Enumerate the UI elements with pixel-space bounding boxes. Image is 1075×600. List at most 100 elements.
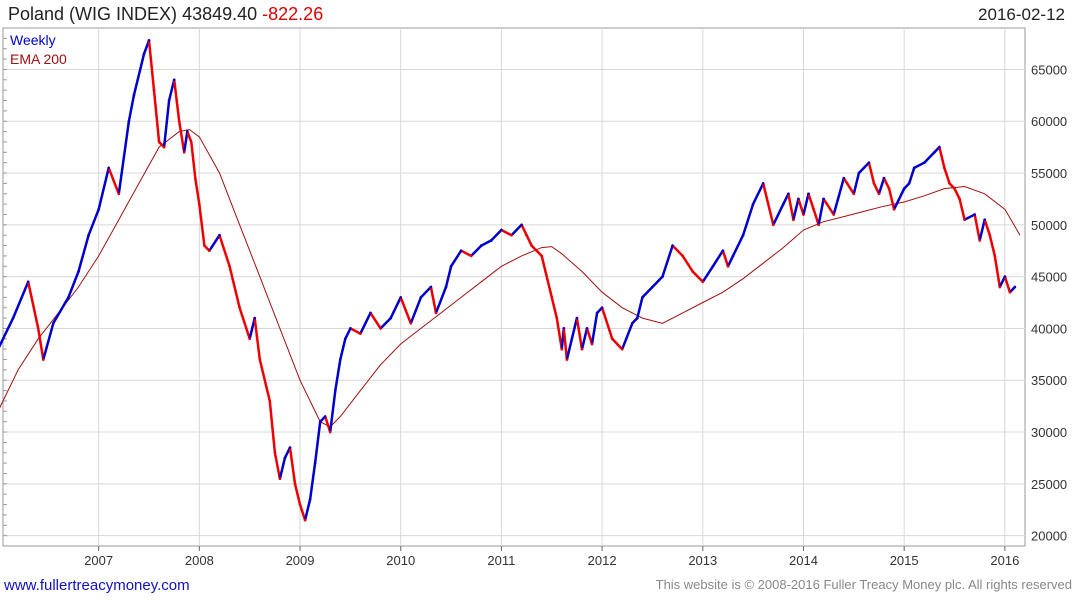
x-tick-label: 2014 bbox=[789, 553, 818, 568]
weekly-segment bbox=[761, 182, 775, 227]
weekly-point bbox=[67, 296, 70, 299]
weekly-segment bbox=[258, 358, 272, 403]
weekly-segment bbox=[228, 265, 241, 309]
weekly-point bbox=[565, 358, 569, 361]
weekly-segment bbox=[36, 327, 45, 361]
weekly-point bbox=[97, 208, 100, 211]
weekly-segment bbox=[177, 119, 186, 154]
weekly-segment bbox=[127, 94, 136, 123]
weekly-point bbox=[208, 249, 211, 252]
weekly-point bbox=[328, 430, 332, 434]
weekly-segment bbox=[857, 161, 871, 175]
weekly-segment bbox=[268, 399, 277, 455]
weekly-point bbox=[419, 296, 423, 299]
weekly-segment bbox=[772, 202, 785, 227]
weekly-segment bbox=[590, 311, 599, 346]
weekly-point bbox=[87, 233, 90, 237]
weekly-point bbox=[268, 399, 272, 403]
weekly-segment bbox=[434, 285, 448, 315]
weekly-segment bbox=[610, 337, 624, 351]
weekly-point bbox=[500, 228, 503, 232]
weekly-point bbox=[555, 316, 559, 320]
weekly-segment bbox=[877, 176, 886, 196]
weekly-segment bbox=[194, 176, 201, 206]
weekly-segment bbox=[293, 482, 302, 506]
weekly-segment bbox=[701, 265, 715, 284]
weekly-point bbox=[344, 337, 347, 341]
chart-title: Poland (WIG INDEX) 43849.40 -822.26 bbox=[8, 4, 323, 25]
legend-weekly: Weekly bbox=[10, 32, 56, 48]
weekly-point bbox=[651, 285, 654, 289]
weekly-segment bbox=[797, 197, 805, 216]
weekly-point bbox=[595, 311, 599, 315]
y-tick-label: 40000 bbox=[1031, 321, 1067, 336]
weekly-point bbox=[731, 254, 735, 258]
weekly-point bbox=[293, 482, 297, 486]
weekly-point bbox=[610, 337, 614, 341]
weekly-point bbox=[399, 296, 403, 299]
weekly-point bbox=[308, 498, 312, 501]
weekly-point bbox=[772, 223, 775, 227]
weekly-segment bbox=[978, 218, 986, 242]
weekly-segment bbox=[822, 197, 835, 216]
weekly-point bbox=[550, 296, 554, 299]
weekly-point bbox=[978, 239, 981, 242]
site-link[interactable]: www.fullertreacymoney.com bbox=[4, 577, 190, 594]
weekly-point bbox=[107, 166, 110, 170]
weekly-point bbox=[907, 182, 911, 185]
weekly-segment bbox=[303, 498, 312, 522]
weekly-segment bbox=[132, 52, 146, 97]
weekly-point bbox=[701, 280, 705, 284]
weekly-segment bbox=[52, 296, 70, 325]
weekly-segment bbox=[1003, 275, 1012, 294]
plot-area bbox=[2, 27, 1026, 547]
weekly-segment bbox=[308, 461, 317, 501]
weekly-point bbox=[152, 88, 156, 92]
weekly-point bbox=[520, 223, 523, 227]
ema-200-line bbox=[0, 128, 1021, 428]
weekly-point bbox=[253, 316, 256, 320]
weekly-segment bbox=[641, 285, 654, 299]
y-tick-label: 20000 bbox=[1031, 529, 1067, 544]
weekly-segment bbox=[167, 78, 176, 102]
weekly-point bbox=[132, 94, 136, 97]
weekly-point bbox=[892, 208, 896, 211]
weekly-point bbox=[807, 192, 810, 196]
weekly-segment bbox=[993, 254, 1002, 289]
y-tick-label: 35000 bbox=[1031, 373, 1067, 388]
weekly-segment bbox=[958, 197, 966, 221]
weekly-point bbox=[157, 140, 161, 144]
weekly-segment bbox=[938, 145, 946, 170]
weekly-point bbox=[530, 244, 533, 247]
weekly-segment bbox=[912, 161, 926, 170]
weekly-segment bbox=[620, 322, 634, 351]
weekly-segment bbox=[11, 280, 30, 320]
weekly-point bbox=[782, 202, 785, 206]
weekly-segment bbox=[273, 451, 282, 480]
weekly-point bbox=[182, 151, 186, 154]
weekly-segment bbox=[787, 192, 795, 221]
weekly-segment bbox=[792, 197, 800, 221]
x-tick-label: 2013 bbox=[688, 553, 717, 568]
weekly-point bbox=[792, 218, 795, 221]
weekly-segment bbox=[887, 187, 896, 211]
weekly-segment bbox=[186, 130, 193, 144]
weekly-segment bbox=[117, 119, 131, 196]
weekly-point bbox=[172, 78, 176, 82]
weekly-segment bbox=[731, 233, 745, 258]
weekly-point bbox=[318, 420, 322, 424]
weekly-point bbox=[787, 192, 790, 196]
weekly-point bbox=[369, 311, 372, 315]
x-tick-label: 2015 bbox=[890, 553, 919, 568]
y-tick-label: 50000 bbox=[1031, 218, 1067, 233]
weekly-point bbox=[1013, 285, 1017, 289]
weekly-segment bbox=[42, 322, 55, 361]
weekly-segment bbox=[238, 306, 251, 341]
weekly-point bbox=[359, 332, 362, 335]
weekly-point bbox=[641, 296, 644, 299]
weekly-point bbox=[238, 306, 241, 310]
weekly-point bbox=[1003, 275, 1007, 278]
weekly-point bbox=[822, 197, 825, 201]
weekly-point bbox=[711, 265, 715, 268]
weekly-point bbox=[938, 145, 941, 149]
